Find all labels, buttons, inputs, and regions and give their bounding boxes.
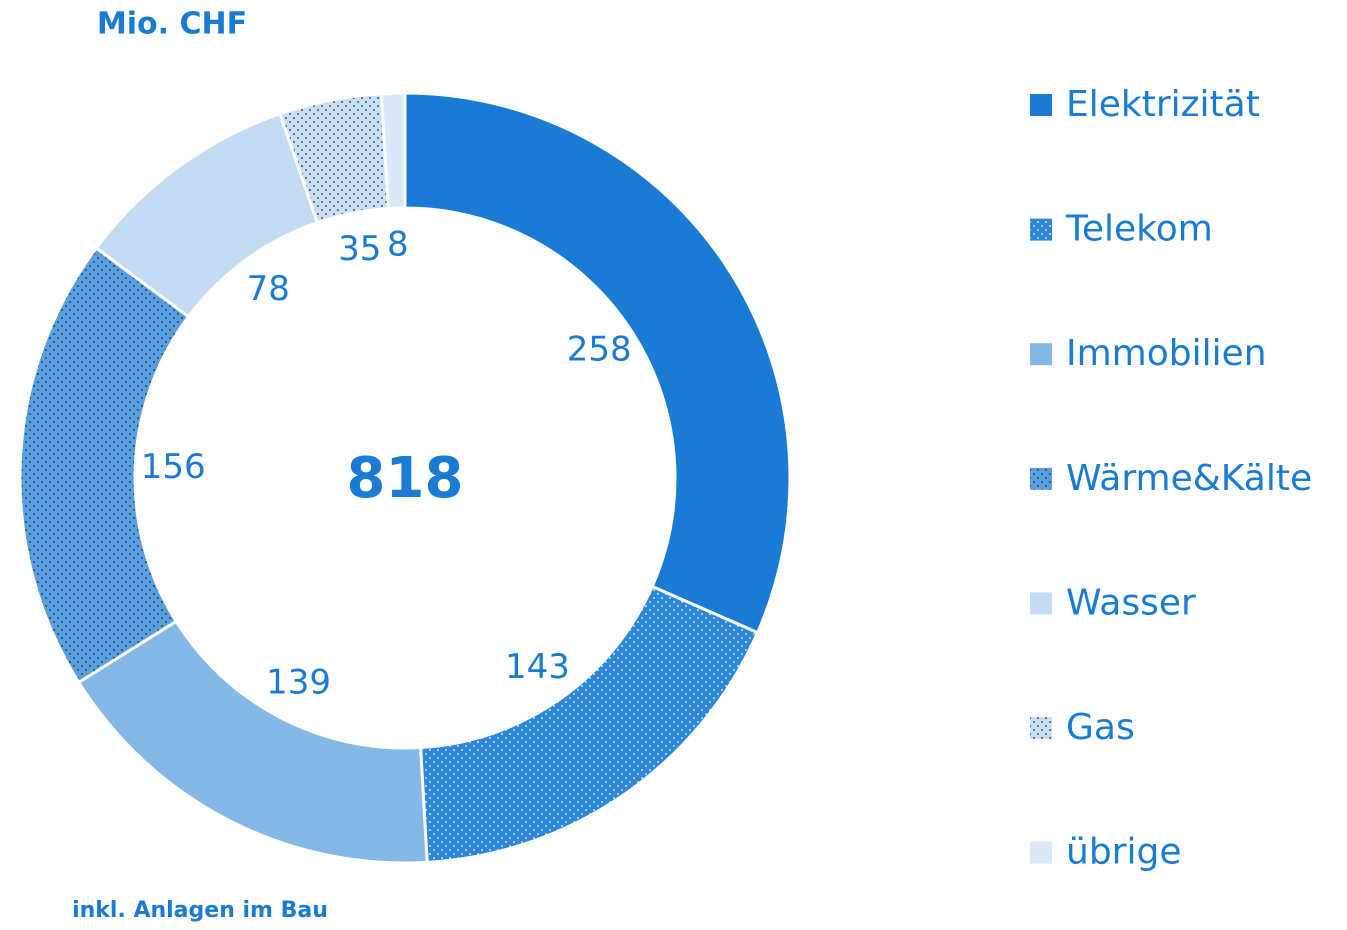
legend-swatch <box>1030 218 1052 241</box>
data-label: 139 <box>266 663 331 703</box>
legend-label: übrige <box>1066 832 1181 873</box>
donut-slice <box>418 584 760 864</box>
legend-label: Gas <box>1066 707 1135 748</box>
data-label: 143 <box>505 647 570 687</box>
legend-label: Wärme&Kälte <box>1066 458 1312 499</box>
legend-swatch <box>1030 343 1052 366</box>
chart-title: Mio. CHF <box>97 7 247 42</box>
data-label: 78 <box>247 269 290 309</box>
footnote: inkl. Anlagen im Bau <box>72 898 328 923</box>
data-label: 156 <box>141 447 206 487</box>
legend-swatch <box>1030 841 1052 864</box>
legend-swatch <box>1030 467 1052 490</box>
legend-swatch <box>1030 94 1052 116</box>
donut-slice <box>403 91 792 635</box>
data-label: 258 <box>567 330 632 370</box>
legend-label: Immobilien <box>1066 333 1267 374</box>
legend-label: Wasser <box>1066 582 1196 623</box>
legend-swatch <box>1030 592 1052 615</box>
legend-label: Elektrizität <box>1066 84 1260 125</box>
legend-swatch <box>1030 717 1052 739</box>
donut-slice <box>379 91 407 211</box>
legend-label: Telekom <box>1065 209 1213 250</box>
donut-slice <box>18 245 191 685</box>
donut-slice <box>76 619 429 865</box>
data-label: 8 <box>387 225 409 265</box>
data-label: 35 <box>338 229 381 269</box>
center-label: 818 <box>347 446 464 511</box>
